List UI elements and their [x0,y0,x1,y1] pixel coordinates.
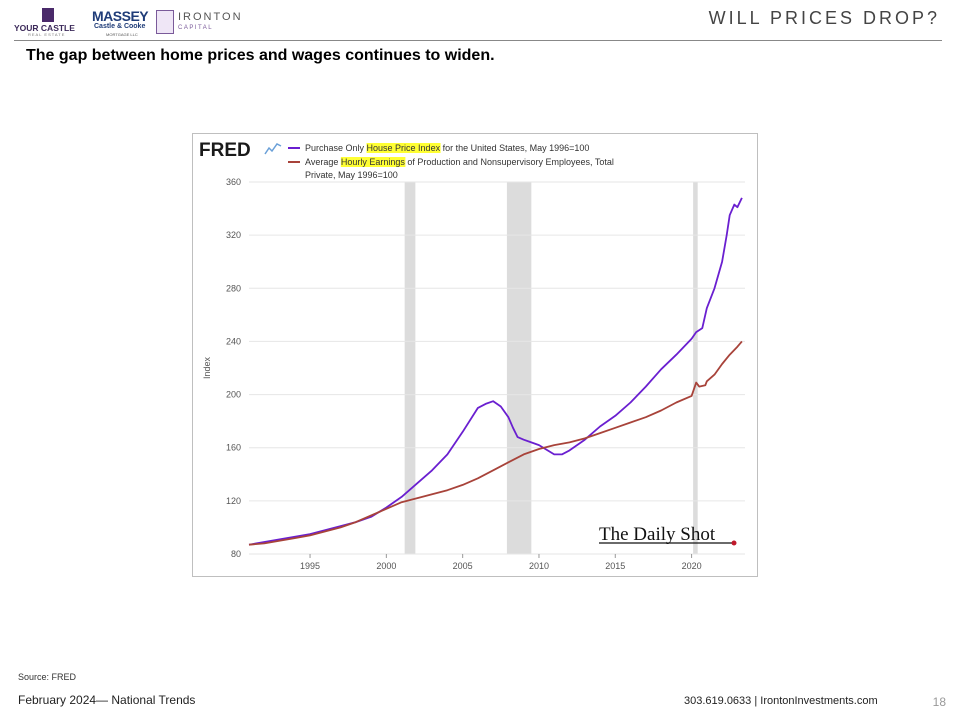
x-tick-label: 2020 [682,561,702,571]
y-axis-label: Index [202,356,212,379]
recession-band [506,182,532,554]
ironton-logo-text: IRONTON [178,11,243,23]
footer-date: February 2024— National Trends [18,693,196,707]
legend-entry: Average Hourly Earnings of Production an… [305,157,614,167]
legend-highlight: Hourly Earnings [341,157,406,167]
y-tick-label: 160 [226,443,241,453]
legend-text: Average [305,157,341,167]
massey-logo: MASSEY Castle & Cooke MORTGAGE LLC [92,8,154,38]
source-note: Source: FRED [18,672,77,682]
legend-highlight-box [366,143,441,153]
massey-logo-subtext2: MORTGAGE LLC [106,32,138,37]
page-title: WILL PRICES DROP? [708,8,940,28]
watermark-dot [731,540,737,546]
legend-highlight: House Price Index [367,143,441,153]
x-tick-label: 2000 [376,561,396,571]
chart-frame: 80 120 160 200 240 280 320 360 1995 2000 2005 2010 2… [192,133,758,577]
y-tick-label: 120 [226,496,241,506]
daily-shot-watermark: The Daily Shot [599,524,716,545]
legend-text: for the United States, May 1996=100 [440,143,589,153]
legend-text: of Production and Nonsupervisory Employe… [405,157,614,167]
massey-logo-subtext: Castle & Cooke [94,23,146,30]
footer-contact: 303.619.0633 | IrontonInvestments.com [684,695,878,707]
series-line-hourly-earnings [248,340,743,546]
ironton-icon [156,10,174,34]
y-tick-label: 320 [226,230,241,240]
ironton-logo-subtext: CAPITAL [178,25,214,31]
fred-logo: FRED [199,140,251,161]
recession-band [404,182,416,554]
page-number: 18 [932,695,946,709]
legend-entry: Purchase Only House Price Index for the … [305,143,589,153]
your-castle-logo: YOUR CASTLE REAL ESTATE [14,8,86,38]
legend-text: Purchase Only [305,143,367,153]
your-castle-logo-text: YOUR CASTLE [14,23,75,33]
massey-logo-text: MASSEY [92,8,149,24]
y-tick-label: 240 [226,336,241,346]
legend-text: Private, May 1996=100 [305,170,398,180]
fred-chart: 80 120 160 200 240 280 320 360 1995 2000 2005 2010 2… [199,140,745,571]
slide-subtitle: The gap between home prices and wages co… [26,47,495,64]
legend-entry: Private, May 1996=100 [305,170,398,180]
header-divider [14,40,942,41]
x-tick-label: 1995 [300,561,320,571]
y-tick-label: 360 [226,177,241,187]
castle-icon [42,8,54,22]
x-tick-label: 2015 [605,561,625,571]
your-castle-logo-subtext: REAL ESTATE [28,32,66,37]
legend-highlight-box [340,157,406,167]
series-line-house-price-index [248,197,743,546]
y-tick-label: 80 [231,549,241,559]
y-tick-label: 200 [226,390,241,400]
x-tick-label: 2010 [529,561,549,571]
x-tick-label: 2005 [453,561,473,571]
ironton-logo: IRONTON CAPITAL [156,8,246,38]
fred-chart-icon [264,143,282,155]
recession-band [693,182,698,554]
y-tick-label: 280 [226,283,241,293]
